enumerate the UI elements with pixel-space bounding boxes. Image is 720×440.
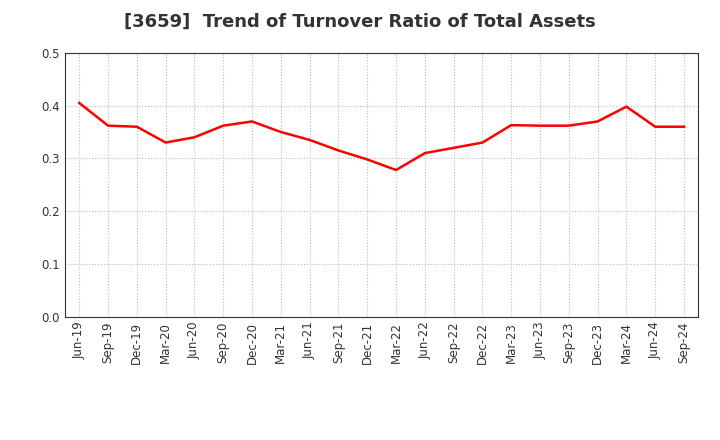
Text: [3659]  Trend of Turnover Ratio of Total Assets: [3659] Trend of Turnover Ratio of Total … xyxy=(124,13,596,31)
